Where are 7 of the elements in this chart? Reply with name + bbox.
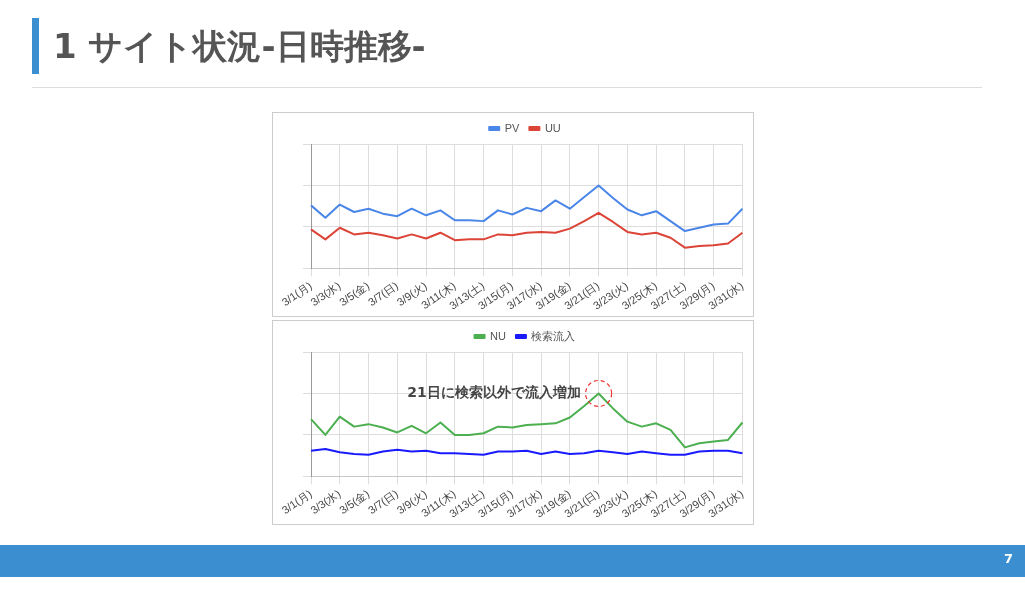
legend-label: 検索流入 bbox=[531, 329, 576, 342]
legend-label: UU bbox=[544, 121, 561, 134]
legend-label: NU bbox=[490, 329, 506, 342]
chart-title: 1 サイト状況-日時推移- bbox=[32, 18, 426, 74]
annotation: 21日に検索以外で流入増加 bbox=[407, 384, 581, 401]
legend-label: PV bbox=[504, 121, 521, 134]
text: 7 bbox=[1003, 551, 1013, 566]
